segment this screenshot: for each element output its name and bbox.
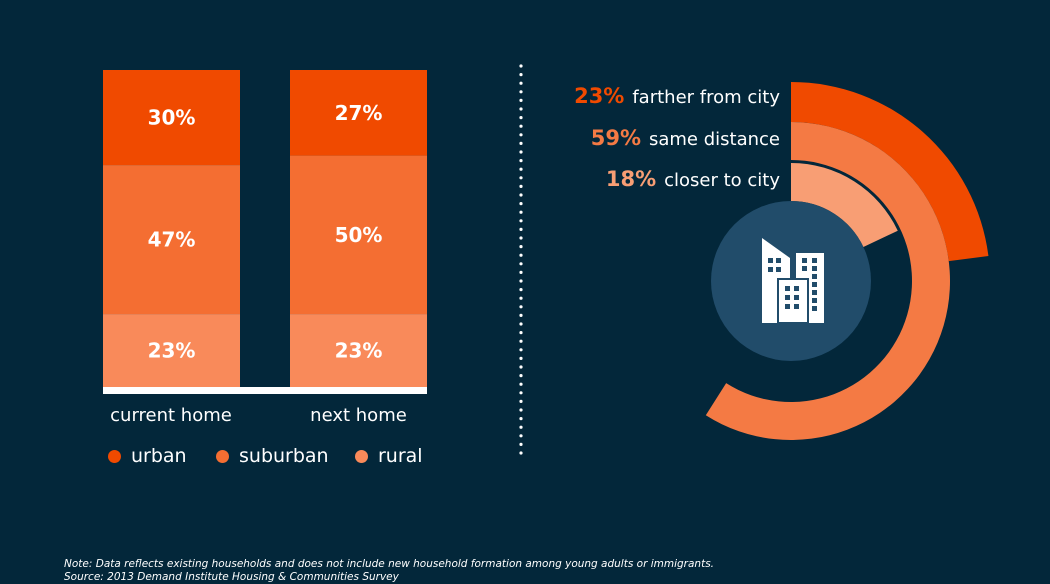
label: closer to city bbox=[664, 170, 780, 191]
city-buildings-icon bbox=[762, 238, 824, 324]
divider-dot bbox=[519, 245, 523, 249]
divider-dot bbox=[519, 382, 523, 386]
divider-dot bbox=[519, 339, 523, 343]
divider-dot bbox=[519, 451, 523, 455]
divider-dot bbox=[519, 90, 523, 94]
divider-dot bbox=[519, 159, 523, 163]
legend-rural: rural bbox=[355, 445, 423, 467]
legend-suburban: suburban bbox=[216, 445, 329, 467]
divider-dot bbox=[519, 391, 523, 395]
divider-dot bbox=[519, 322, 523, 326]
x-label-next-home: next home bbox=[310, 405, 407, 426]
bar-urban-0 bbox=[103, 70, 240, 166]
bar-label: 50% bbox=[335, 223, 383, 247]
footnote: Note: Data reflects existing households … bbox=[64, 558, 715, 570]
divider-dot bbox=[519, 356, 523, 360]
divider-dot bbox=[519, 270, 523, 274]
divider-dot bbox=[519, 184, 523, 188]
radial-label-closer: 18% closer to city bbox=[606, 167, 780, 191]
bar-urban-1 bbox=[290, 70, 427, 156]
radial-label-same: 59% same distance bbox=[591, 126, 780, 150]
legend-label: rural bbox=[378, 445, 423, 467]
divider-dot bbox=[519, 399, 523, 403]
divider-dot bbox=[519, 253, 523, 257]
bar-label: 27% bbox=[335, 101, 383, 125]
bar-label: 23% bbox=[335, 339, 383, 363]
divider-dot bbox=[519, 348, 523, 352]
divider-dot bbox=[519, 288, 523, 292]
divider-dot bbox=[519, 81, 523, 85]
divider-dot bbox=[519, 442, 523, 446]
divider-dot bbox=[519, 98, 523, 102]
bar-suburban-1 bbox=[290, 155, 427, 315]
pct: 18% bbox=[605, 167, 657, 191]
divider-dot bbox=[519, 73, 523, 77]
legend-swatch-suburban bbox=[216, 449, 229, 463]
divider-dot bbox=[519, 116, 523, 120]
divider-dot bbox=[519, 219, 523, 223]
legend-swatch-rural bbox=[355, 449, 368, 463]
divider-dot bbox=[519, 193, 523, 197]
bar-rural-1 bbox=[290, 314, 427, 387]
divider-dot bbox=[519, 124, 523, 128]
divider-dot bbox=[519, 313, 523, 317]
divider-dot bbox=[519, 365, 523, 369]
radial-label-farther: 23% farther from city bbox=[574, 84, 780, 108]
bar-label: 30% bbox=[148, 106, 196, 130]
baseline bbox=[103, 387, 427, 394]
divider-dot bbox=[519, 262, 523, 266]
x-label-current-home: current home bbox=[110, 405, 232, 426]
legend-label: suburban bbox=[239, 445, 329, 467]
divider-dot bbox=[519, 210, 523, 214]
divider-dot bbox=[519, 176, 523, 180]
divider-dot bbox=[519, 167, 523, 171]
divider-dot bbox=[519, 296, 523, 300]
divider-dot bbox=[519, 331, 523, 335]
source: Source: 2013 Demand Institute Housing & … bbox=[64, 571, 399, 583]
divider-dot bbox=[519, 417, 523, 421]
pct: 59% bbox=[590, 126, 641, 150]
legend-label: urban bbox=[131, 445, 187, 467]
pct: 23% bbox=[574, 84, 625, 108]
divider-dot bbox=[519, 107, 523, 111]
divider-dot bbox=[519, 141, 523, 145]
divider-dot bbox=[519, 64, 523, 68]
divider-dot bbox=[519, 133, 523, 137]
divider-dot bbox=[519, 236, 523, 240]
divider-dot bbox=[519, 227, 523, 231]
radial-bar-1 bbox=[705, 122, 950, 440]
divider-dot bbox=[519, 202, 523, 206]
bar-suburban-0 bbox=[103, 165, 240, 315]
label: same distance bbox=[648, 129, 780, 150]
legend-urban: urban bbox=[108, 445, 187, 467]
radial-bar-0 bbox=[791, 82, 989, 262]
bar-rural-0 bbox=[103, 314, 240, 387]
divider-dot bbox=[519, 425, 523, 429]
divider-dot bbox=[519, 305, 523, 309]
divider-dot bbox=[519, 150, 523, 154]
bar-label: 23% bbox=[148, 339, 196, 363]
divider-dot bbox=[519, 279, 523, 283]
divider-dot bbox=[519, 408, 523, 412]
legend-swatch-urban bbox=[108, 449, 121, 463]
divider-dot bbox=[519, 434, 523, 438]
divider-dot bbox=[519, 374, 523, 378]
label: farther from city bbox=[632, 87, 780, 108]
radial-bar-2 bbox=[791, 163, 898, 247]
bar-label: 47% bbox=[148, 228, 196, 252]
